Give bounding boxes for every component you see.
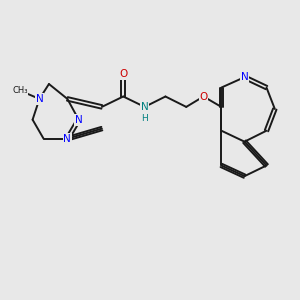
Text: O: O [200,92,208,101]
Text: N: N [75,115,83,125]
Text: N: N [141,102,148,112]
Text: N: N [36,94,43,104]
Text: CH₃: CH₃ [12,86,28,95]
Text: O: O [119,69,128,79]
Text: N: N [241,72,248,82]
Text: H: H [141,114,148,123]
Text: N: N [64,134,71,144]
